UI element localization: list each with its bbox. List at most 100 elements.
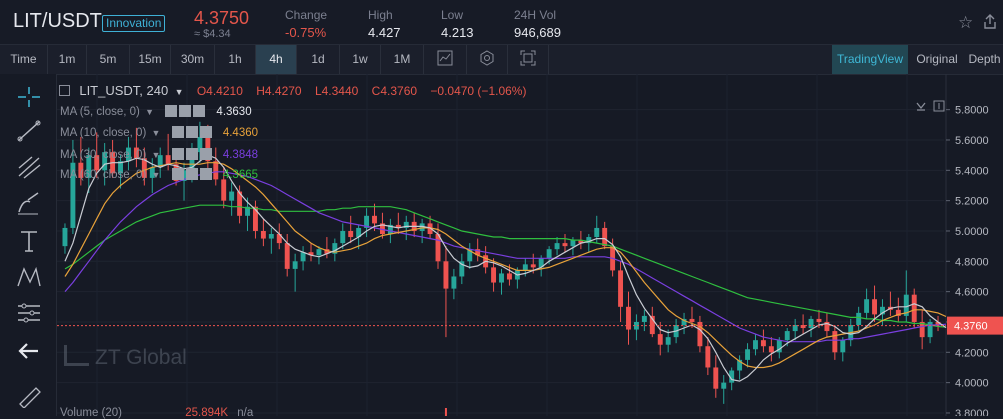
ma10-label[interactable]: MA (10, close, 0) bbox=[60, 127, 147, 139]
close-icon[interactable] bbox=[199, 126, 212, 138]
interval-5m[interactable]: 5m bbox=[99, 52, 117, 66]
settings-icon[interactable] bbox=[185, 148, 198, 160]
interval-1m[interactable]: 1m bbox=[58, 52, 76, 66]
chevron-down-icon[interactable]: ▼ bbox=[145, 107, 155, 117]
price-chart[interactable]: 5.8000 5.6000 5.4000 5.2000 5.0000 4.8000 4.60… bbox=[57, 74, 1003, 416]
visibility-icon[interactable] bbox=[171, 148, 184, 160]
ma5-label[interactable]: MA (5, close, 0) bbox=[60, 106, 140, 118]
candle-body bbox=[745, 349, 751, 360]
collapse-icon[interactable] bbox=[59, 85, 70, 96]
candle-body bbox=[538, 258, 544, 268]
back-arrow-icon[interactable] bbox=[14, 338, 44, 364]
candle-body bbox=[395, 224, 401, 228]
close-icon[interactable] bbox=[199, 148, 212, 160]
candle-body bbox=[713, 367, 719, 389]
candle-body bbox=[276, 234, 282, 244]
candle-body bbox=[467, 249, 473, 262]
candle-body bbox=[919, 321, 925, 338]
measure-icon[interactable] bbox=[14, 300, 44, 326]
last-price-tag bbox=[947, 316, 1003, 335]
visibility-icon[interactable] bbox=[165, 105, 178, 117]
y-tick-label: 5.6000 bbox=[955, 135, 989, 147]
candle-body bbox=[681, 318, 687, 326]
ma30-legend: MA (30, close, 0) ▼ 4.3848 bbox=[60, 148, 258, 161]
ma60-legend: MA (60, close, 0) ▼ 4.3665 bbox=[60, 168, 258, 181]
fib-icon[interactable] bbox=[14, 154, 44, 180]
volume-label[interactable]: Volume (20) bbox=[60, 407, 123, 419]
candle-body bbox=[316, 249, 322, 256]
innovation-badge[interactable]: Innovation bbox=[102, 15, 166, 32]
crosshair-icon[interactable] bbox=[14, 84, 44, 110]
trend-line-icon[interactable] bbox=[14, 118, 44, 144]
interval-1w[interactable]: 1w bbox=[352, 52, 368, 66]
chart-area[interactable]: 5.8000 5.6000 5.4000 5.2000 5.0000 4.8000 4.60… bbox=[57, 74, 1003, 419]
y-tick-label: 4.8000 bbox=[955, 256, 989, 268]
ma10-legend: MA (10, close, 0) ▼ 4.4360 bbox=[60, 126, 258, 139]
scroll-down-icon[interactable] bbox=[915, 99, 927, 117]
settings-icon[interactable] bbox=[185, 126, 198, 138]
close-icon[interactable] bbox=[193, 105, 206, 117]
view-original[interactable]: Original bbox=[916, 52, 958, 66]
y-tick-label: 4.6000 bbox=[955, 287, 989, 299]
chevron-down-icon[interactable]: ▼ bbox=[151, 170, 161, 180]
interval-4h[interactable]: 4h bbox=[256, 45, 296, 74]
interval-1h[interactable]: 1h bbox=[228, 52, 242, 66]
candle-body bbox=[864, 299, 870, 313]
candle-body bbox=[252, 206, 258, 231]
y-tick-label: 5.2000 bbox=[955, 196, 989, 208]
candle-body bbox=[800, 325, 806, 329]
candle-body bbox=[387, 224, 393, 235]
interval-30m[interactable]: 30m bbox=[180, 52, 205, 66]
brush-icon[interactable] bbox=[14, 190, 44, 216]
candle-body bbox=[768, 346, 774, 353]
chevron-down-icon[interactable]: ▼ bbox=[151, 128, 161, 138]
ma30-label[interactable]: MA (30, close, 0) bbox=[60, 149, 147, 161]
view-tradingview[interactable]: TradingView bbox=[832, 45, 908, 74]
market-header: LIT/USDT Innovation 4.3750 ≈ $4.34 Chang… bbox=[0, 0, 1003, 44]
interval-1M[interactable]: 1M bbox=[393, 52, 411, 66]
high-value: H4.4270 bbox=[256, 84, 302, 98]
fullscreen-icon[interactable] bbox=[508, 45, 548, 74]
candle-body bbox=[594, 227, 600, 238]
candle-body bbox=[554, 243, 560, 250]
usd-approx: ≈ $4.34 bbox=[194, 28, 231, 40]
chart-style-icon[interactable] bbox=[424, 45, 466, 74]
settings-icon[interactable] bbox=[467, 45, 507, 74]
candle-body bbox=[499, 273, 504, 283]
symbol-label[interactable]: LIT_USDT, 240 bbox=[79, 83, 169, 98]
interval-toolbar: Time 1m 5m 15m 30m 1h 4h 1d 1w 1M Tradin… bbox=[0, 44, 1003, 75]
change-value: −0.0470 (−1.06%) bbox=[430, 84, 527, 98]
candle-body bbox=[697, 321, 703, 347]
ruler-icon[interactable] bbox=[14, 382, 44, 409]
stat-vol-value: 946,689 bbox=[514, 25, 561, 40]
candle-body bbox=[618, 270, 624, 307]
view-depth[interactable]: Depth bbox=[968, 52, 1001, 66]
interval-15m[interactable]: 15m bbox=[138, 52, 162, 66]
chevron-down-icon[interactable]: ▼ bbox=[174, 87, 184, 97]
interval-1d[interactable]: 1d bbox=[311, 52, 325, 66]
candle-body bbox=[840, 340, 846, 353]
candle-body bbox=[705, 346, 711, 368]
volume-bar bbox=[444, 408, 447, 416]
pattern-icon[interactable] bbox=[14, 264, 44, 290]
favorite-star-icon[interactable]: ☆ bbox=[958, 13, 974, 32]
visibility-icon[interactable] bbox=[171, 168, 184, 180]
close-icon[interactable] bbox=[199, 168, 212, 180]
chevron-down-icon[interactable]: ▼ bbox=[151, 150, 161, 160]
settings-icon[interactable] bbox=[179, 105, 192, 117]
candle-body bbox=[189, 152, 195, 171]
candle-body bbox=[641, 315, 647, 322]
close-value: C4.3760 bbox=[371, 84, 418, 98]
text-tool-icon[interactable] bbox=[14, 228, 44, 254]
candle-body bbox=[911, 294, 917, 322]
settings-icon[interactable] bbox=[185, 168, 198, 180]
ma60-label[interactable]: MA (60, close, 0) bbox=[60, 169, 147, 181]
candle-body bbox=[435, 234, 441, 262]
candle-body bbox=[832, 331, 838, 353]
share-icon[interactable] bbox=[984, 13, 996, 29]
stat-low-value: 4.213 bbox=[441, 25, 474, 40]
axis-settings-icon[interactable] bbox=[933, 99, 945, 117]
candle-body bbox=[300, 252, 306, 262]
visibility-icon[interactable] bbox=[171, 126, 184, 138]
ma5-line bbox=[64, 154, 947, 382]
